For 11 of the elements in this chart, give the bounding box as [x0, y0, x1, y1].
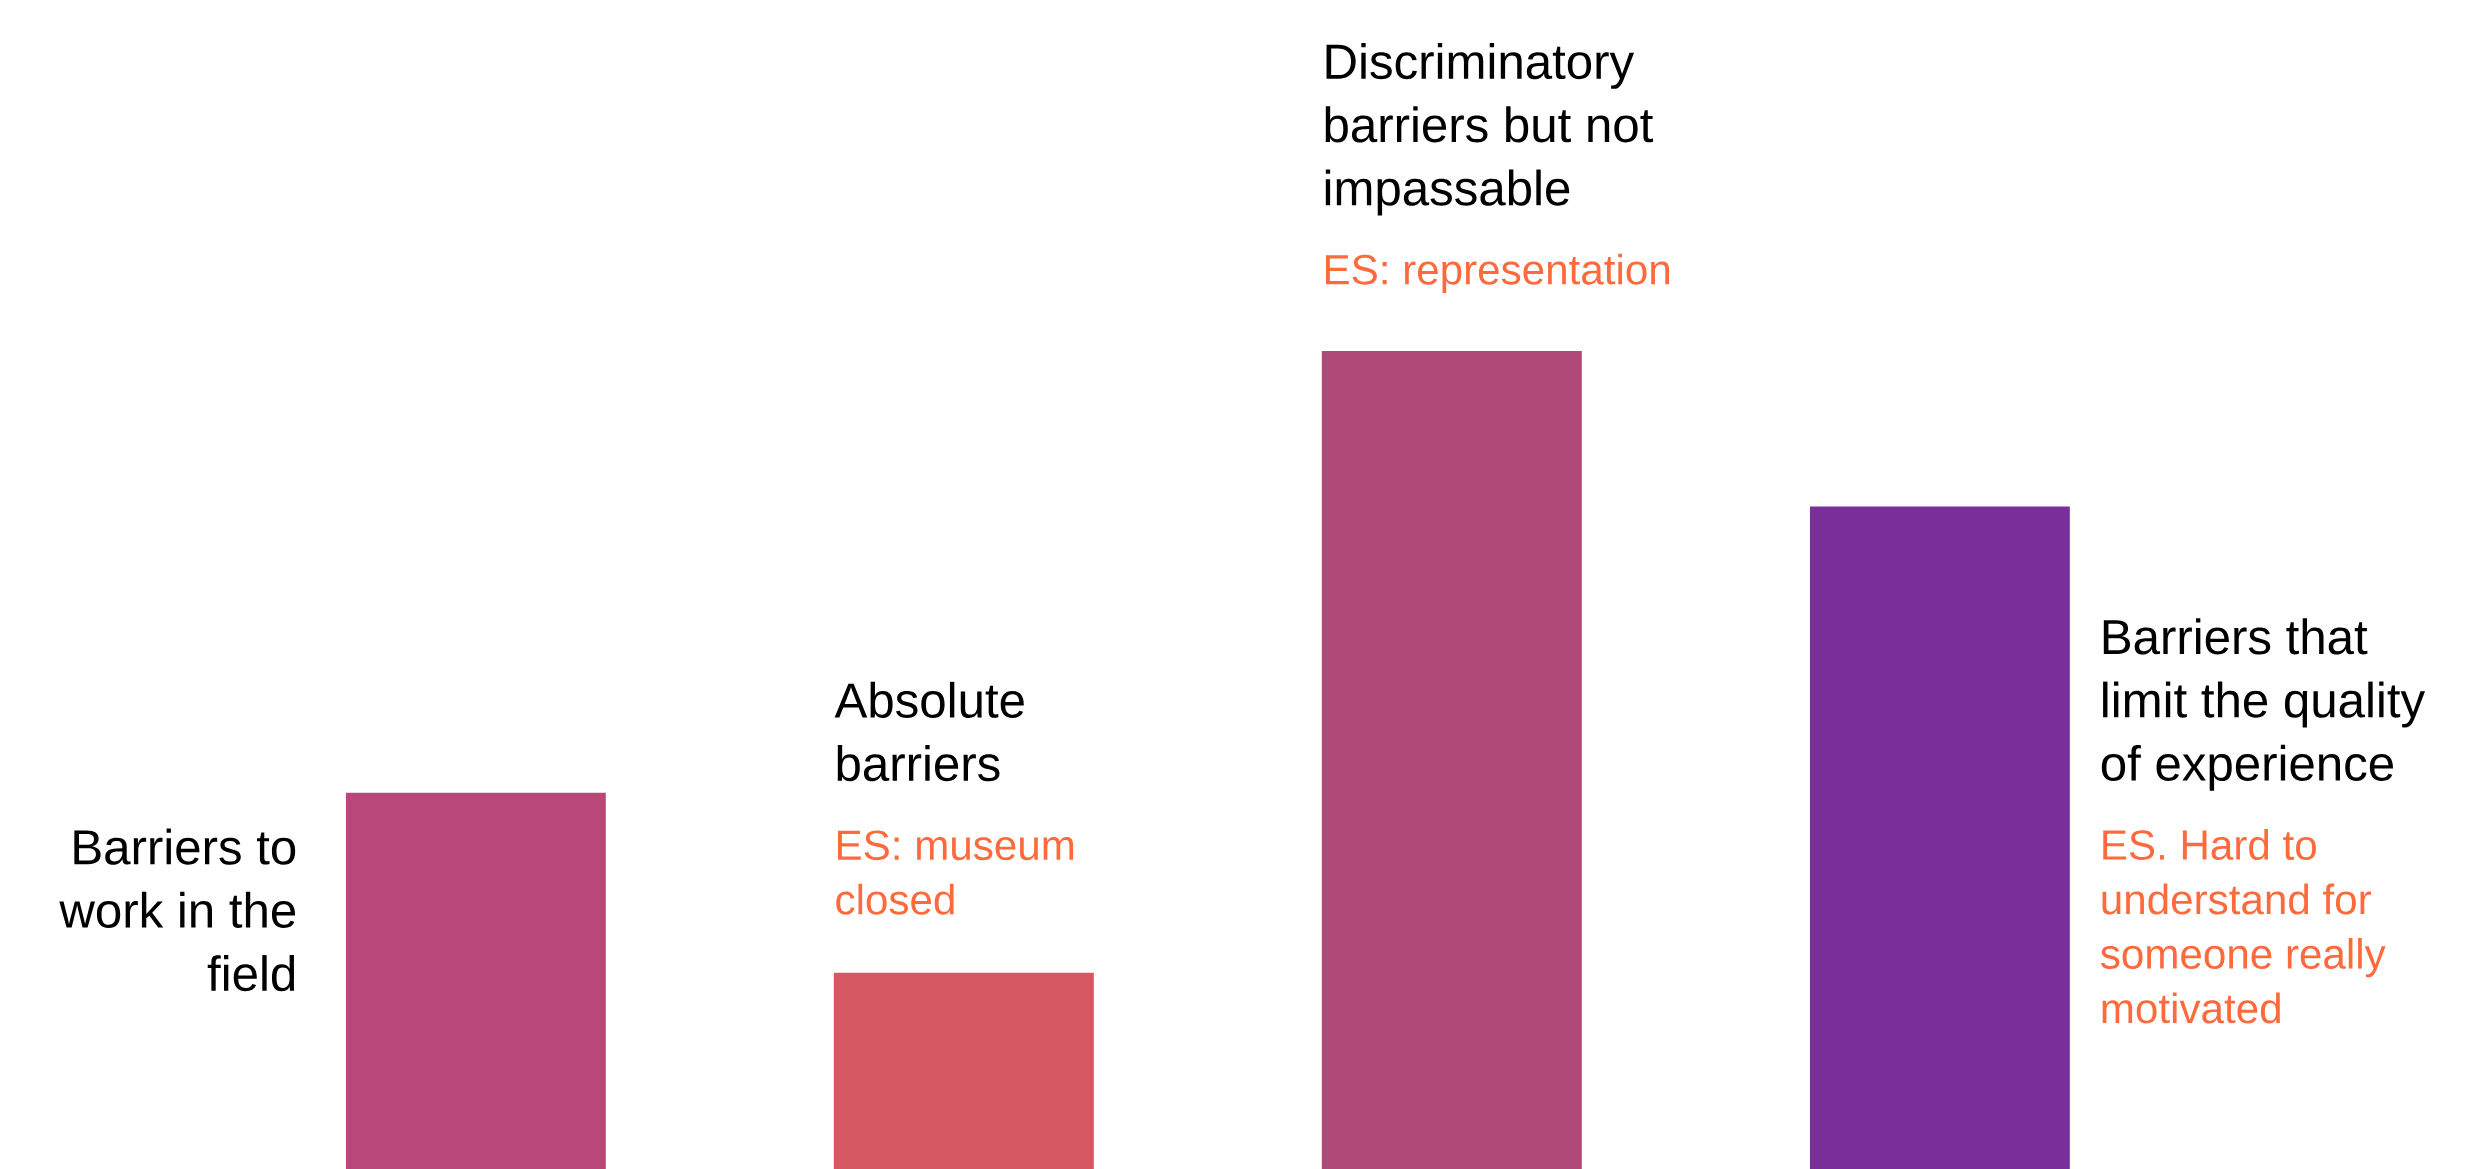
annotation: Absolute barriers: [834, 681, 1024, 782]
text: Discriminatory barriers but not impassable: [1325, 43, 1654, 216]
text: ES: representation: [1325, 253, 1670, 294]
annotation: Barriers to work in the field: [59, 828, 296, 992]
bar: [1321, 351, 1582, 1169]
annotation: ES: museum closed: [836, 830, 1074, 915]
annotation: Barriers that limit the quality of experience: [2101, 618, 2426, 791]
bar: [833, 972, 1094, 1169]
annotation: ES. Hard to understand for someone really motivated: [2100, 829, 2386, 1024]
bar: [1809, 506, 2070, 1169]
bar: [345, 792, 606, 1169]
